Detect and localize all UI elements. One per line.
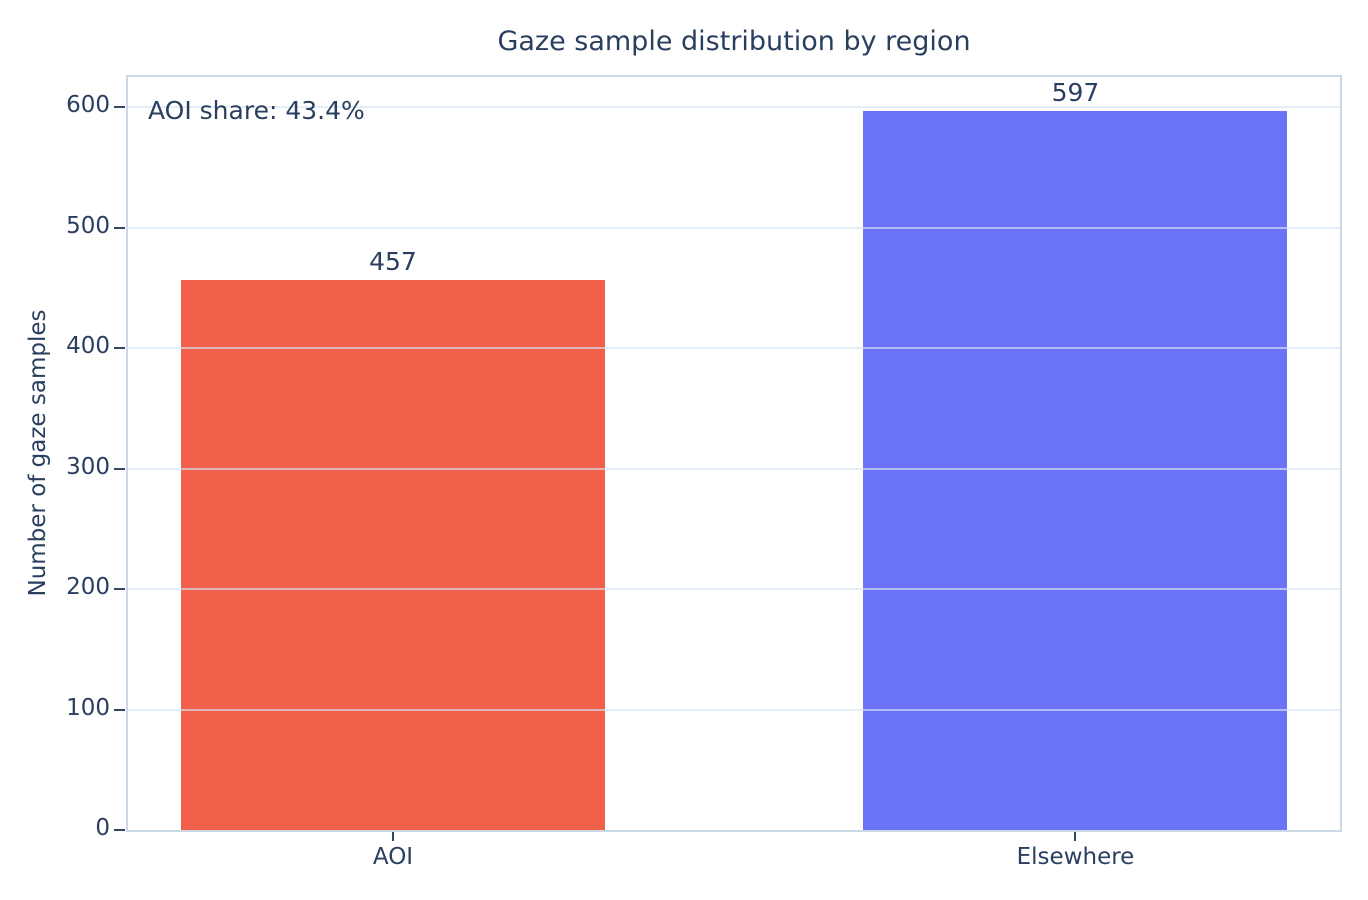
- y-tick-mark: [114, 347, 125, 350]
- y-tick-label: 500: [66, 212, 110, 239]
- y-tick-label: 0: [95, 815, 110, 841]
- y-tick-mark: [114, 467, 125, 470]
- x-tick-mark: [391, 832, 394, 841]
- chart-title: Gaze sample distribution by region: [497, 26, 971, 57]
- gridline: [127, 708, 1341, 711]
- y-tick-mark: [114, 106, 125, 109]
- x-tick-label: AOI: [372, 844, 414, 870]
- x-tick-mark: [1074, 832, 1077, 841]
- plot-area: [126, 75, 1342, 832]
- y-tick-mark: [114, 588, 125, 591]
- x-tick-label: Elsewhere: [1016, 844, 1135, 870]
- gridline: [127, 347, 1341, 350]
- gridline: [127, 588, 1341, 591]
- y-tick-label: 100: [66, 694, 110, 721]
- y-tick-label: 300: [66, 453, 110, 480]
- gridline: [127, 467, 1341, 470]
- y-tick-mark: [114, 708, 125, 711]
- aoi-share-annotation: AOI share: 43.4%: [148, 96, 365, 125]
- y-tick-mark: [114, 226, 125, 229]
- bar-aoi: [180, 279, 605, 830]
- y-tick-label: 400: [66, 333, 110, 360]
- gridline: [127, 106, 1341, 109]
- bar-value-label: 597: [1051, 77, 1100, 107]
- y-tick-label: 600: [66, 92, 110, 119]
- y-tick-label: 200: [66, 574, 110, 601]
- gridline: [127, 226, 1341, 229]
- y-tick-mark: [114, 829, 125, 831]
- bar-value-label: 457: [369, 246, 417, 276]
